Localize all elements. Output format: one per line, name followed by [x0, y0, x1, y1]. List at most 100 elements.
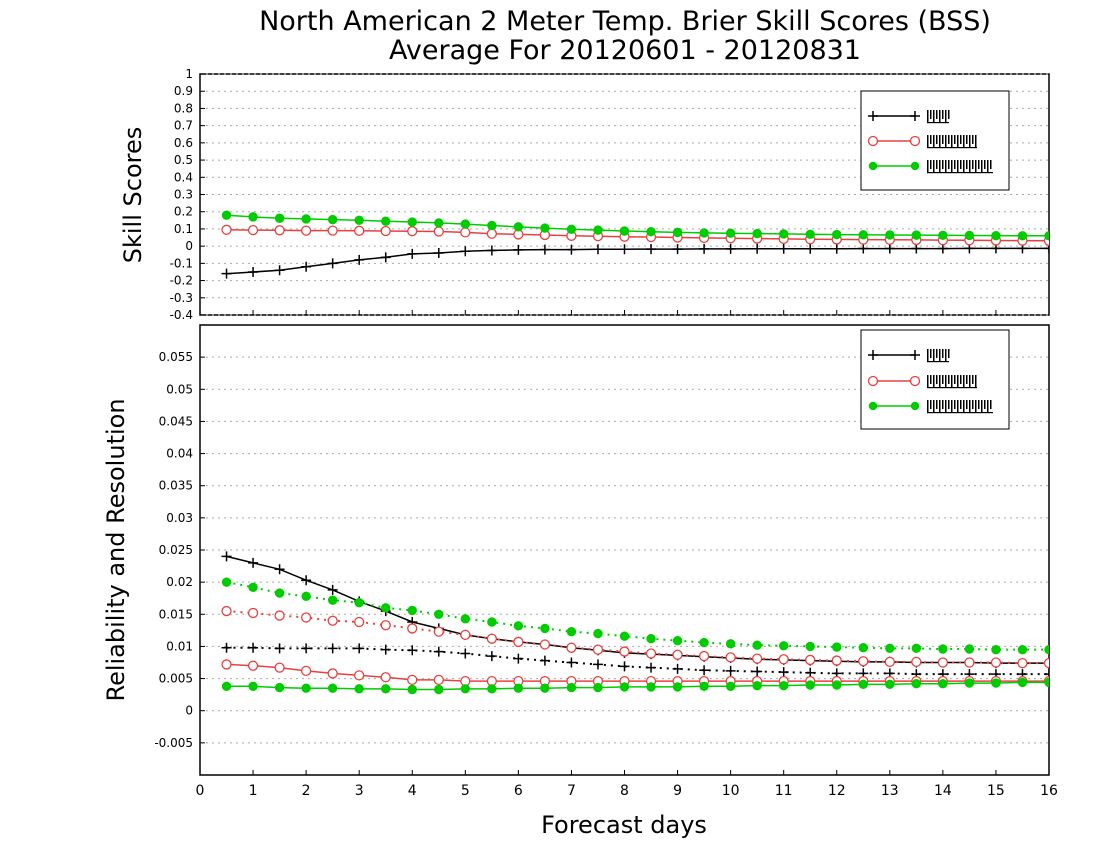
legend-glyph-stroke	[969, 400, 971, 412]
legend	[861, 330, 1009, 429]
legend-glyph-stroke	[930, 110, 932, 119]
data-point	[302, 592, 310, 600]
legend-glyph-stroke	[945, 135, 947, 147]
legend-glyph-stroke	[942, 160, 944, 169]
data-point	[594, 226, 602, 234]
legend-glyph-stroke	[948, 349, 950, 358]
legend-glyph-stroke	[927, 160, 929, 172]
legend-glyph-stroke	[963, 400, 965, 412]
data-point	[594, 683, 602, 691]
y-tick-label: 0.01	[166, 639, 193, 653]
data-point	[992, 231, 1000, 239]
data-point	[806, 655, 815, 664]
y-tick-label: -0.3	[170, 291, 193, 305]
data-point	[249, 226, 258, 235]
data-point	[700, 682, 708, 690]
legend-glyph-stroke	[969, 160, 971, 172]
legend-glyph-stroke	[933, 160, 935, 172]
data-point	[938, 658, 947, 667]
x-tick-label: 10	[722, 783, 740, 799]
legend-glyph-stroke	[987, 160, 989, 172]
data-point	[567, 627, 575, 635]
legend-marker	[869, 402, 877, 410]
legend-glyph-stroke	[942, 400, 944, 409]
data-point	[886, 644, 894, 652]
legend-glyph-stroke	[942, 110, 944, 119]
data-point	[567, 643, 576, 652]
legend-glyph-stroke	[933, 400, 935, 412]
data-point	[859, 644, 867, 652]
chart-title-line1: North American 2 Meter Temp. Brier Skill…	[259, 6, 991, 37]
data-point	[673, 683, 681, 691]
data-point	[833, 230, 841, 238]
data-point	[461, 228, 470, 237]
data-point	[408, 606, 416, 614]
data-point	[249, 213, 257, 221]
legend-glyph-stroke	[942, 349, 944, 358]
data-point	[886, 231, 894, 239]
y-tick-label: 0.02	[166, 575, 193, 589]
legend-glyph-stroke	[966, 160, 968, 169]
data-point	[647, 635, 655, 643]
data-point	[647, 227, 655, 235]
data-point	[355, 685, 363, 693]
legend-glyph-stroke	[957, 135, 959, 147]
legend-glyph-stroke	[936, 375, 938, 384]
data-point	[673, 228, 681, 236]
legend-glyph-stroke	[960, 400, 962, 409]
legend-glyph-underline	[927, 122, 949, 123]
data-point	[514, 223, 522, 231]
legend-marker	[911, 137, 920, 146]
chart-title-line2: Average For 20120601 - 20120831	[389, 35, 861, 66]
x-tick-label: 4	[408, 783, 417, 799]
legend-glyph-stroke	[954, 160, 956, 169]
legend-glyph-stroke	[957, 160, 959, 172]
data-point	[461, 685, 469, 693]
data-point	[328, 616, 337, 625]
legend-glyph-stroke	[984, 160, 986, 169]
x-tick-label: 5	[461, 783, 470, 799]
data-point	[779, 655, 788, 664]
data-point	[594, 629, 602, 637]
data-point	[1018, 678, 1026, 686]
legend-glyph-stroke	[957, 400, 959, 412]
y-tick-label: -0.1	[170, 256, 193, 270]
data-point	[859, 657, 868, 666]
legend-glyph-stroke	[972, 135, 974, 144]
data-point	[1018, 232, 1026, 240]
data-point	[435, 685, 443, 693]
legend-glyph-stroke	[939, 110, 941, 122]
y-tick-label: 0.8	[174, 101, 193, 115]
data-point	[302, 666, 311, 675]
legend-box	[861, 330, 1009, 429]
y-tick-label: 0.5	[174, 153, 193, 167]
data-point	[355, 216, 363, 224]
legend-glyph-stroke	[960, 375, 962, 384]
data-point	[939, 680, 947, 688]
data-point	[514, 637, 523, 646]
x-tick-label: 6	[514, 783, 523, 799]
legend-glyph-stroke	[954, 375, 956, 384]
data-point	[408, 624, 417, 633]
y-tick-label: 0.03	[166, 511, 193, 525]
x-tick-label: 14	[934, 783, 952, 799]
legend-glyph-stroke	[963, 375, 965, 387]
legend-glyph-underline	[927, 412, 993, 413]
x-tick-label: 11	[775, 783, 793, 799]
data-point	[753, 681, 761, 689]
legend-glyph-stroke	[927, 135, 929, 147]
data-point	[806, 681, 814, 689]
data-point	[859, 231, 867, 239]
y-tick-label: -0.4	[170, 308, 193, 322]
legend-glyph-stroke	[930, 400, 932, 409]
legend-label-glyphs	[927, 135, 977, 148]
data-point	[382, 217, 390, 225]
data-point	[275, 214, 283, 222]
y-tick-label: -0.2	[170, 274, 193, 288]
data-point	[753, 654, 762, 663]
legend-glyph-stroke	[939, 349, 941, 361]
y-tick-label: 0.4	[174, 170, 193, 184]
data-point	[965, 231, 973, 239]
data-point	[328, 215, 336, 223]
legend-glyph-stroke	[945, 400, 947, 412]
